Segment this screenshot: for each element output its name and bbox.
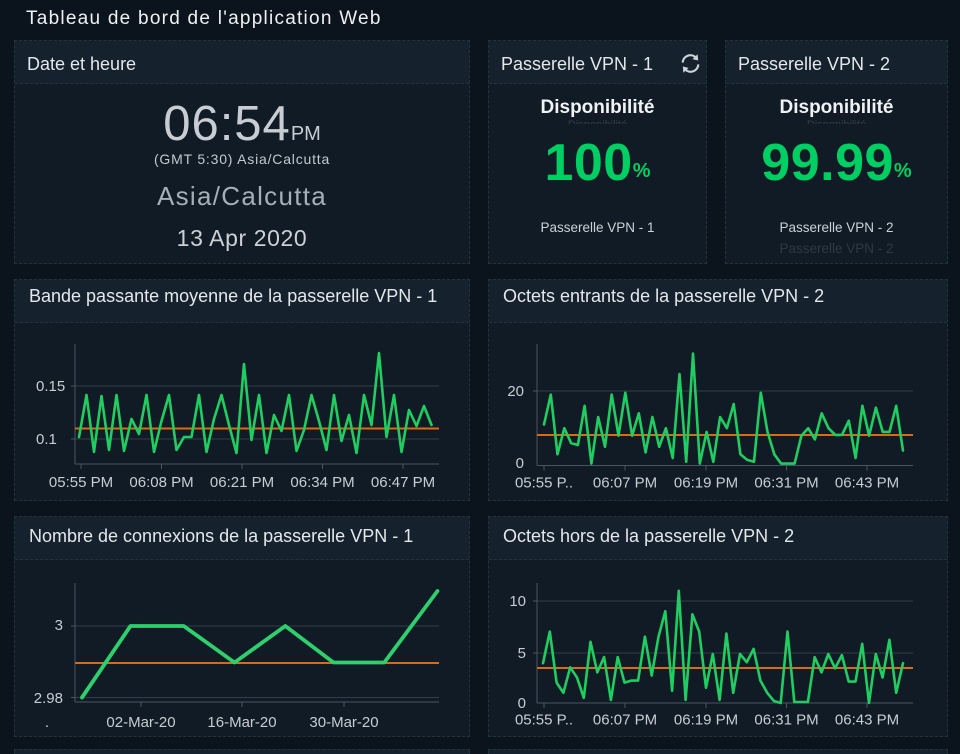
svg-text:3: 3: [55, 617, 63, 634]
svg-text:05:55 PM: 05:55 PM: [49, 474, 113, 491]
svg-text:20: 20: [507, 383, 524, 400]
svg-text:5: 5: [518, 645, 526, 662]
svg-text:0: 0: [518, 695, 526, 712]
svg-text:02-Mar-20: 02-Mar-20: [106, 714, 175, 731]
svg-text:06:34 PM: 06:34 PM: [290, 474, 354, 491]
svg-text:06:47 PM: 06:47 PM: [371, 474, 435, 491]
svg-text:0: 0: [516, 455, 524, 472]
svg-text:06:07 PM: 06:07 PM: [593, 475, 657, 492]
svg-text:06:19 PM: 06:19 PM: [674, 712, 738, 729]
svg-text:0.1: 0.1: [36, 431, 57, 448]
svg-text:06:21 PM: 06:21 PM: [210, 474, 274, 491]
svg-text:05:55 P..: 05:55 P..: [515, 475, 573, 492]
svg-text:2.98: 2.98: [34, 690, 63, 707]
svg-text:30-Mar-20: 30-Mar-20: [309, 714, 378, 731]
svg-text:06:31 PM: 06:31 PM: [754, 475, 818, 492]
svg-text:06:31 PM: 06:31 PM: [754, 712, 818, 729]
svg-text:06:07 PM: 06:07 PM: [593, 712, 657, 729]
svg-text:06:43 PM: 06:43 PM: [835, 712, 899, 729]
svg-text:10: 10: [509, 593, 526, 610]
svg-text:05:55 P..: 05:55 P..: [515, 712, 573, 729]
svg-text:06:19 PM: 06:19 PM: [674, 475, 738, 492]
svg-text:06:43 PM: 06:43 PM: [835, 475, 899, 492]
svg-text:06:08 PM: 06:08 PM: [129, 474, 193, 491]
svg-text:0.15: 0.15: [36, 378, 65, 395]
svg-text:16-Mar-20: 16-Mar-20: [207, 714, 276, 731]
svg-text:.: .: [45, 714, 49, 731]
